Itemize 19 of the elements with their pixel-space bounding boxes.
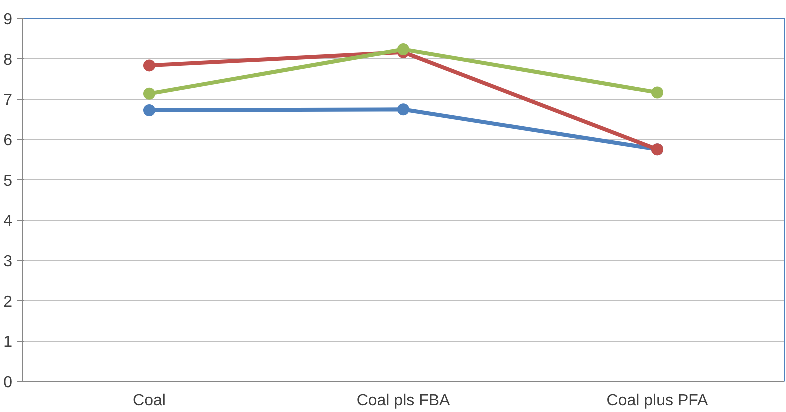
x-tick-label: Coal pls FBA bbox=[356, 392, 451, 410]
point bbox=[144, 60, 156, 72]
point bbox=[398, 104, 410, 116]
y-tick-label: 0 bbox=[4, 374, 13, 392]
x-tick-label: Coal plus PFA bbox=[606, 392, 709, 410]
y-tick-label: 7 bbox=[4, 92, 13, 110]
point bbox=[652, 86, 664, 99]
point bbox=[398, 44, 410, 56]
y-tick-label: 1 bbox=[4, 334, 13, 352]
point bbox=[144, 104, 156, 116]
y-tick-label: 3 bbox=[4, 254, 13, 270]
y-tick-label: 9 bbox=[4, 12, 13, 28]
y-tick-label: 4 bbox=[4, 213, 13, 230]
y-tick-label: 8 bbox=[4, 52, 13, 69]
y-tick-label: 6 bbox=[4, 132, 13, 150]
y-tick-label: 5 bbox=[4, 172, 13, 190]
x-tick-label: Coal bbox=[133, 392, 166, 410]
point bbox=[144, 88, 156, 100]
y-tick-label: 2 bbox=[4, 294, 13, 311]
